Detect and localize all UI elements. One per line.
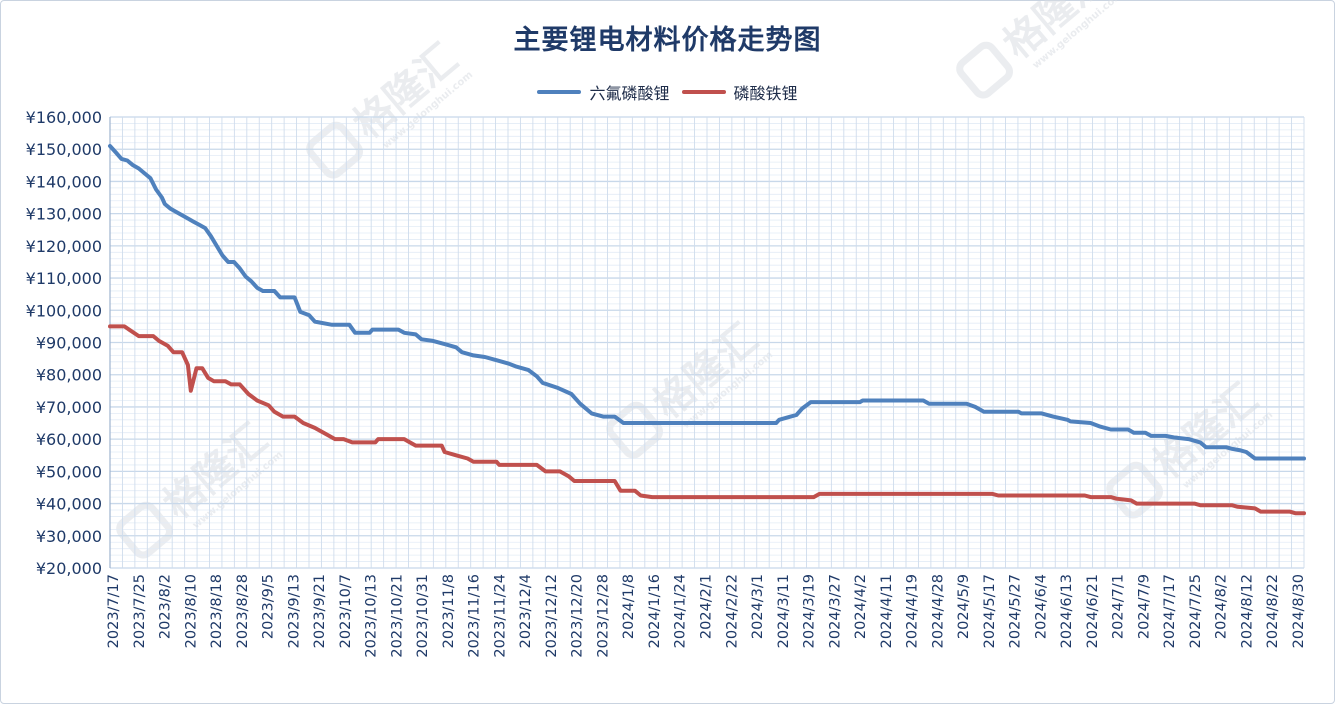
x-tick-label: 2024/4/11 — [879, 574, 895, 648]
legend-swatch-series-1 — [537, 90, 582, 94]
y-tick-label: ¥120,000 — [26, 237, 102, 256]
x-tick-label: 2023/10/13 — [364, 574, 380, 658]
x-tick-label: 2024/3/19 — [802, 574, 818, 648]
x-tick-label: 2024/5/9 — [956, 574, 972, 639]
x-tick-label: 2023/8/18 — [209, 574, 225, 648]
watermark-logo-icon — [606, 401, 664, 459]
series-line-1 — [108, 144, 1306, 461]
x-tick-label: 2024/5/17 — [982, 574, 998, 648]
x-tick-label: 2024/1/16 — [647, 574, 663, 648]
x-tick-label: 2024/8/22 — [1265, 574, 1281, 648]
y-tick-label: ¥20,000 — [36, 559, 102, 578]
y-tick-label: ¥150,000 — [26, 140, 102, 159]
x-tick-label: 2024/3/1 — [750, 574, 766, 639]
x-tick-label: 2024/4/2 — [853, 574, 869, 639]
y-tick-label: ¥160,000 — [26, 108, 102, 127]
x-tick-label: 2023/11/8 — [441, 574, 457, 648]
x-tick-label: 2023/9/13 — [286, 574, 302, 648]
x-tick-label: 2024/5/27 — [1008, 574, 1024, 648]
x-tick-label: 2024/4/28 — [930, 574, 946, 648]
x-tick-label: 2023/8/10 — [183, 574, 199, 648]
series-line-2 — [108, 324, 1306, 516]
x-tick-label: 2023/10/7 — [338, 574, 354, 648]
series-lines — [108, 144, 1306, 516]
x-tick-label: 2023/9/5 — [261, 574, 277, 639]
x-tick-label: 2023/12/4 — [518, 574, 534, 648]
x-tick-label: 2024/7/9 — [1136, 574, 1152, 639]
x-tick-label: 2023/7/25 — [132, 574, 148, 648]
x-tick-label: 2023/8/2 — [158, 574, 174, 639]
x-tick-label: 2024/2/22 — [724, 574, 740, 648]
y-tick-label: ¥60,000 — [36, 430, 102, 449]
x-tick-label: 2023/12/28 — [595, 574, 611, 658]
x-tick-label: 2024/3/11 — [776, 574, 792, 648]
x-tick-label: 2024/8/2 — [1214, 574, 1230, 639]
x-tick-label: 2023/10/31 — [415, 574, 431, 658]
chart-title: 主要锂电材料价格走势图 — [513, 25, 822, 56]
legend-item-series-1: 六氟磷酸锂 — [537, 80, 670, 104]
x-tick-label: 2024/1/8 — [621, 574, 637, 639]
x-tick-label: 2024/6/4 — [1033, 574, 1049, 639]
x-tick-label: 2024/2/1 — [699, 574, 715, 639]
y-tick-label: ¥90,000 — [36, 334, 102, 353]
x-tick-label: 2023/11/24 — [492, 574, 508, 658]
x-tick-label: 2024/7/17 — [1162, 574, 1178, 648]
x-tick-label: 2023/11/16 — [467, 574, 483, 658]
watermark-logo-icon — [956, 41, 1014, 99]
x-tick-label: 2023/10/21 — [389, 574, 405, 658]
x-tick-label: 2023/7/17 — [106, 574, 122, 648]
x-tick-label: 2024/7/25 — [1188, 574, 1204, 648]
y-tick-label: ¥140,000 — [26, 172, 102, 191]
x-tick-label: 2024/3/27 — [827, 574, 843, 648]
x-tick-label: 2024/1/24 — [673, 574, 689, 648]
x-axis-ticks: 2023/7/17 2023/7/25 2023/8/2 2023/8/10 2023/… — [106, 574, 1307, 658]
x-tick-label: 2024/8/12 — [1239, 574, 1255, 648]
watermark-logo-icon — [306, 121, 364, 179]
legend-swatch-series-2 — [681, 90, 726, 94]
legend-label-series-1: 六氟磷酸锂 — [589, 84, 670, 103]
x-tick-label: 2023/9/21 — [312, 574, 328, 648]
y-tick-label: ¥50,000 — [36, 462, 102, 481]
chart-legend: 六氟磷酸锂 磷酸铁锂 — [0, 80, 1335, 104]
x-tick-label: 2024/7/1 — [1111, 574, 1127, 639]
x-tick-label: 2024/8/30 — [1291, 574, 1307, 648]
x-tick-label: 2023/8/28 — [235, 574, 251, 648]
x-tick-label: 2024/6/21 — [1085, 574, 1101, 648]
y-tick-label: ¥130,000 — [26, 205, 102, 224]
y-tick-label: ¥110,000 — [26, 269, 102, 288]
legend-item-series-2: 磷酸铁锂 — [681, 80, 798, 104]
x-tick-label: 2023/12/20 — [570, 574, 586, 658]
x-tick-label: 2023/12/12 — [544, 574, 560, 658]
y-tick-label: ¥100,000 — [26, 301, 102, 320]
y-tick-label: ¥70,000 — [36, 398, 102, 417]
y-tick-label: ¥40,000 — [36, 495, 102, 514]
y-axis-ticks: ¥20,000 ¥30,000 ¥40,000 ¥50,000 ¥60,000 ¥70,0… — [26, 108, 102, 578]
x-tick-label: 2024/4/19 — [905, 574, 921, 648]
y-tick-label: ¥80,000 — [36, 366, 102, 385]
y-tick-label: ¥30,000 — [36, 527, 102, 546]
x-tick-label: 2024/6/13 — [1059, 574, 1075, 648]
legend-label-series-2: 磷酸铁锂 — [733, 84, 798, 103]
